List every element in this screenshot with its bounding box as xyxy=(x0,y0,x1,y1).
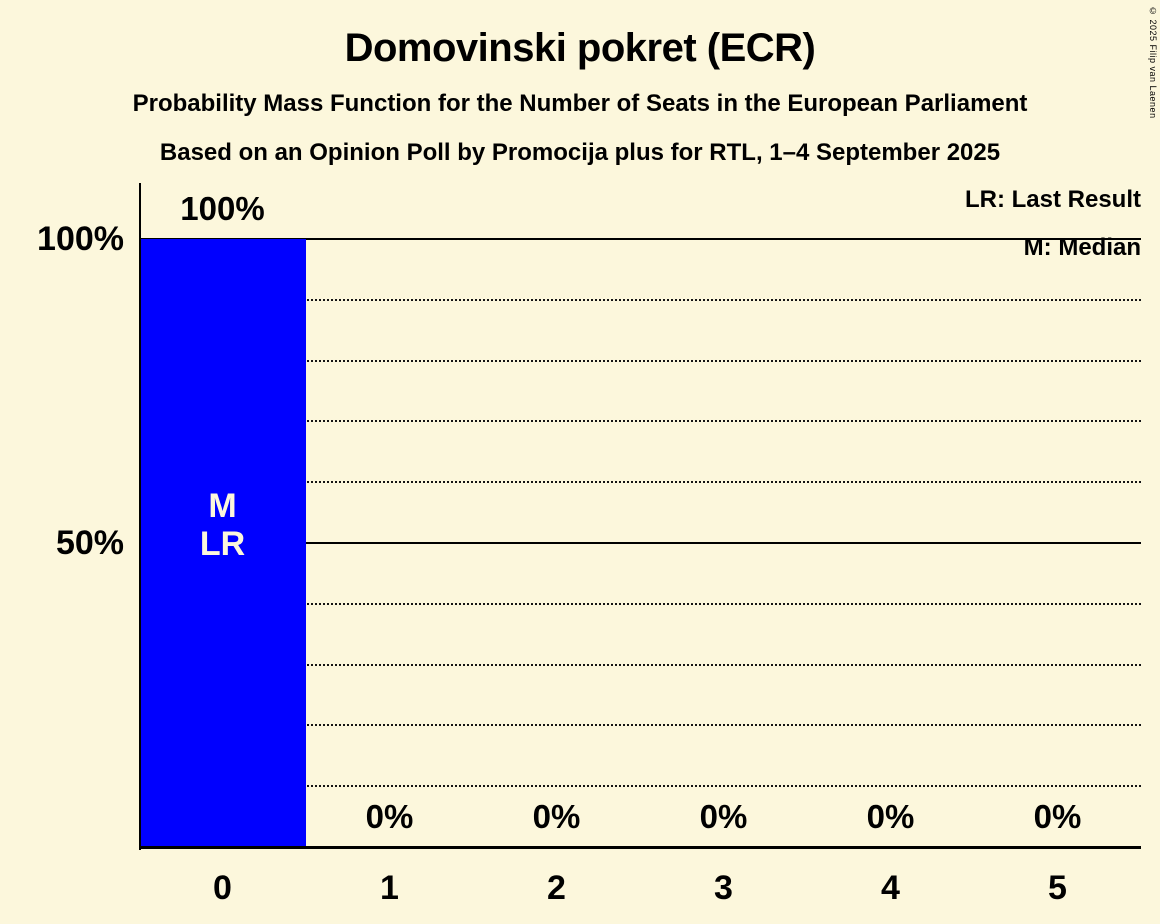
x-axis xyxy=(139,846,1141,849)
x-tick-label-0: 0 xyxy=(213,869,232,907)
gridline-80pct xyxy=(139,359,1141,362)
bar-value-label-5: 0% xyxy=(1033,798,1082,835)
bar-value-label-4: 0% xyxy=(866,798,915,835)
copyright-notice: © 2025 Filip van Laenen xyxy=(1148,6,1158,119)
y-tick-label-50: 50% xyxy=(55,524,124,562)
bar-value-label-0: 100% xyxy=(180,190,265,227)
chart-subtitle: Probability Mass Function for the Number… xyxy=(132,90,1028,117)
gridline-30pct xyxy=(139,663,1141,666)
gridline-90pct xyxy=(139,298,1141,301)
gridline-70pct xyxy=(139,420,1141,423)
gridline-20pct xyxy=(139,724,1141,727)
median-last-result-annotation: M LR xyxy=(199,487,246,563)
x-tick-label-3: 3 xyxy=(714,869,733,907)
gridline-10pct xyxy=(139,785,1141,788)
x-tick-label-2: 2 xyxy=(547,869,566,907)
gridline-60pct xyxy=(139,481,1141,484)
chart-source-line: Based on an Opinion Poll by Promocija pl… xyxy=(159,139,1001,166)
legend-last-result: LR: Last Result xyxy=(964,186,1141,213)
page-title: Domovinski pokret (ECR) xyxy=(344,26,816,70)
gridline-40pct xyxy=(139,602,1141,605)
bar-value-label-3: 0% xyxy=(699,798,748,835)
gridline-50pct xyxy=(139,542,1141,544)
x-tick-label-5: 5 xyxy=(1048,869,1067,907)
bar-seats-0 xyxy=(140,239,306,847)
bar-value-label-2: 0% xyxy=(532,798,581,835)
x-tick-label-4: 4 xyxy=(881,869,900,907)
y-axis xyxy=(139,183,141,850)
gridline-100pct xyxy=(139,238,1141,240)
x-tick-label-1: 1 xyxy=(380,869,399,907)
y-tick-label-100: 100% xyxy=(37,220,124,258)
bar-value-label-1: 0% xyxy=(365,798,414,835)
